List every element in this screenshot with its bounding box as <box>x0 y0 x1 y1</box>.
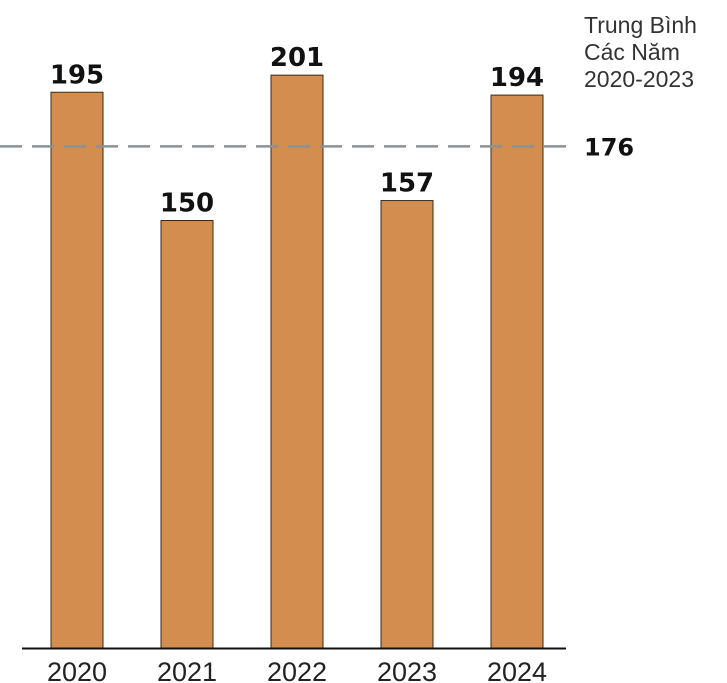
bar-2023 <box>380 200 434 649</box>
bars-layer: 195 150 201 157 194 <box>50 43 544 649</box>
bar-value-label: 150 <box>160 189 214 219</box>
average-note-line: Các Năm <box>584 39 680 65</box>
average-note-line: 2020-2023 <box>584 66 694 92</box>
x-axis-tick-labels: 2020 2021 2022 2023 2024 <box>47 657 547 683</box>
bar-2021 <box>160 220 214 649</box>
average-value-label: 176 <box>584 133 634 161</box>
x-tick-label: 2023 <box>377 657 437 683</box>
bar-value-label: 157 <box>380 169 434 199</box>
average-note-label: Trung Bình Các Năm 2020-2023 <box>584 12 703 92</box>
x-tick-label: 2021 <box>157 657 217 683</box>
x-tick-label: 2022 <box>267 657 327 683</box>
average-note-line: Trung Bình <box>584 12 697 38</box>
x-tick-label: 2020 <box>47 657 107 683</box>
bar-2020 <box>50 91 104 649</box>
bar-value-label: 194 <box>490 63 544 93</box>
bar-2024 <box>490 94 544 649</box>
x-tick-label: 2024 <box>487 657 547 683</box>
average-reference-group: Trung Bình Các Năm 2020-2023 176 <box>0 12 703 161</box>
bar-value-label: 201 <box>270 43 324 73</box>
bar-2022 <box>270 74 324 649</box>
bar-value-label: 195 <box>50 60 104 90</box>
